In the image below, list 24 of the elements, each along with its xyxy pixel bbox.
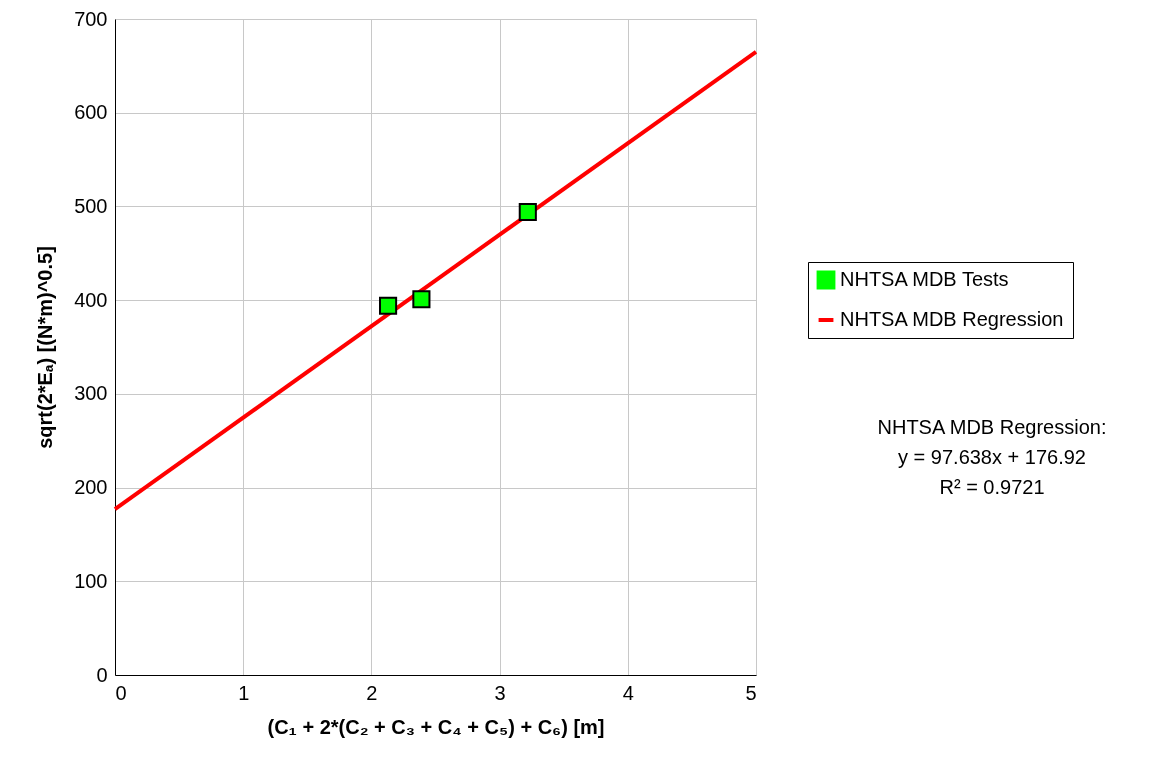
y-tick-label: 700 [74, 7, 108, 30]
text: R² = 0.9721 [939, 476, 1045, 498]
x-tick-label: 0 [115, 681, 127, 704]
point [518, 202, 537, 222]
x-tick-label: 2 [366, 681, 378, 704]
x-tick-label: 1 [238, 681, 250, 704]
y-tick-label: 0 [96, 663, 108, 686]
y-tick-label: 400 [74, 288, 108, 311]
y-tick-label: 200 [74, 476, 108, 499]
y-tick-label: 100 [74, 569, 108, 592]
x-axis-title: (C₁ + 2*(C₂ + C₃ + C₄ + C₅) + C₆) [m] [267, 715, 605, 738]
y-tick-label: 500 [74, 194, 108, 217]
legend-label: NHTSA MDB Regression [840, 308, 1064, 330]
x-tick-label: 4 [622, 681, 634, 704]
text: y = 97.638x + 176.92 [898, 446, 1086, 468]
legend-label: NHTSA MDB Tests [840, 268, 1009, 290]
text: NHTSA MDB Regression: [877, 416, 1107, 438]
point [412, 290, 431, 309]
x-tick-label: 3 [494, 681, 506, 704]
y-tick-label: 300 [74, 382, 108, 405]
x-tick-label: 5 [745, 681, 757, 704]
y-axis-title: sqrt(2*Eₐ) [(N*m)^0.5] [34, 246, 57, 449]
point [379, 296, 398, 315]
y-tick-label: 600 [74, 101, 108, 124]
